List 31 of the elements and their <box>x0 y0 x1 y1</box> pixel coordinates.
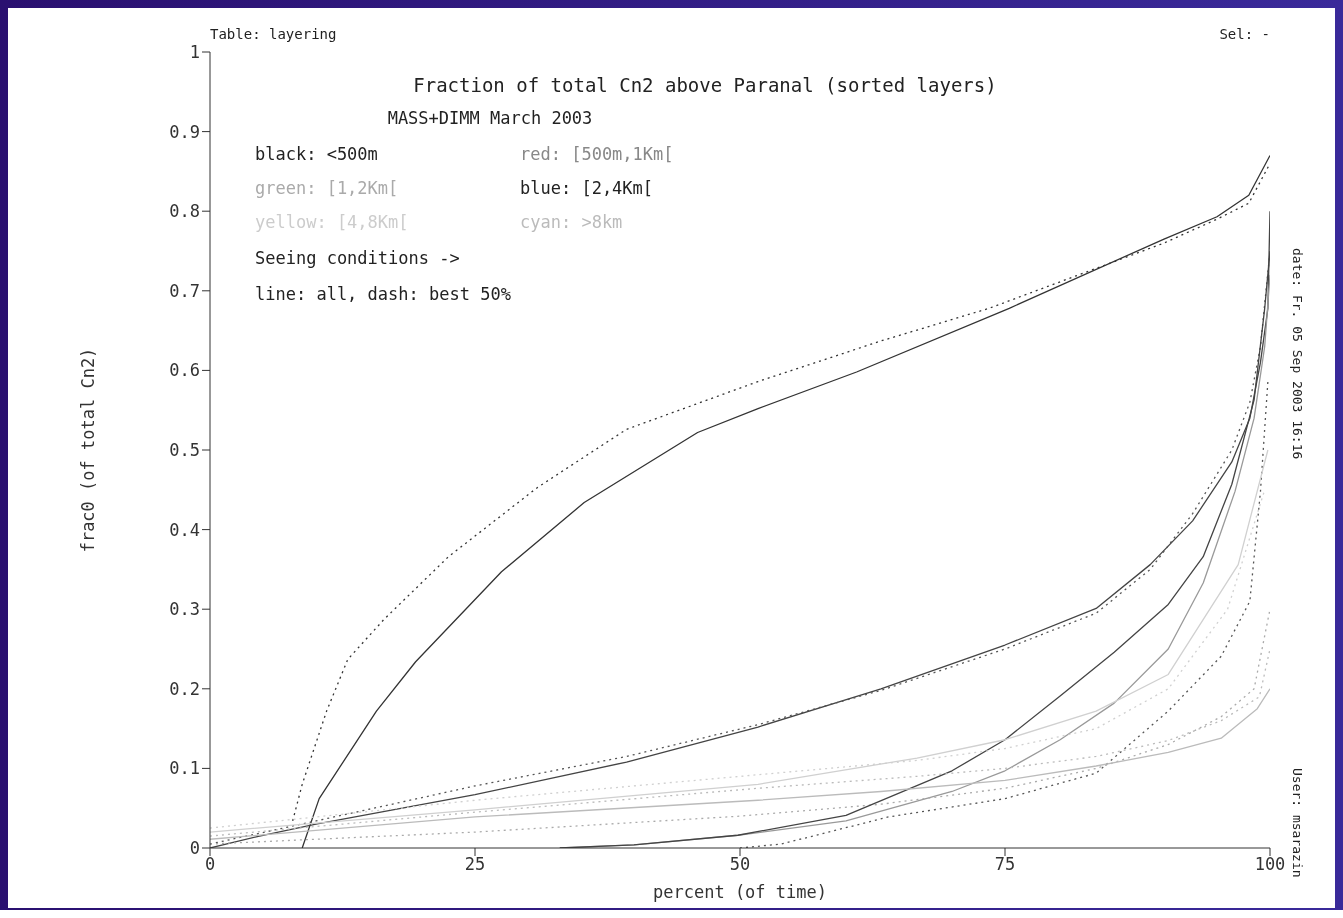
annotation: line: all, dash: best 50% <box>255 284 511 304</box>
annotation: black: <500m <box>255 144 378 164</box>
text: Sel: - <box>1219 26 1270 42</box>
text: Fraction of total Cn2 above Paranal (sorted layers) <box>412 74 998 96</box>
text: MASS+DIMM March 2003 <box>386 108 594 128</box>
x-tick-label: 0 <box>204 854 216 875</box>
y-tick-label: 0.4 <box>169 519 200 540</box>
y-tick-label: 0 <box>189 838 200 859</box>
y-tick-label: 0.2 <box>169 678 200 699</box>
annotation: Seeing conditions -> <box>255 248 460 268</box>
y-axis-title: frac0 (of total Cn2) <box>78 347 99 553</box>
text: User: msarazin <box>1290 768 1305 878</box>
x-tick-label: 75 <box>994 854 1016 875</box>
text: date: Fr. 05 Sep 2003 16:16 <box>1290 248 1305 460</box>
x-tick-label: 25 <box>464 854 486 875</box>
y-tick-label: 0.5 <box>169 440 200 461</box>
y-tick-label: 0.7 <box>169 280 200 301</box>
y-tick-label: 0.3 <box>169 599 200 620</box>
y-tick-label: 0.6 <box>169 360 200 381</box>
annotation: cyan: >8km <box>520 212 623 232</box>
x-axis-title: percent (of time) <box>653 882 827 902</box>
x-tick-label: 50 <box>729 854 751 875</box>
x-tick-label: 100 <box>1254 854 1286 875</box>
y-tick-label: 0.8 <box>169 201 200 222</box>
y-tick-label: 0.1 <box>169 758 200 779</box>
y-tick-label: 1 <box>189 42 200 63</box>
annotation: green: [1,2Km[ <box>255 178 399 198</box>
annotation: red: [500m,1Km[ <box>520 144 674 164</box>
text: Table: layering <box>210 26 337 42</box>
annotation: blue: [2,4Km[ <box>520 178 654 198</box>
y-tick-label: 0.9 <box>169 121 200 142</box>
